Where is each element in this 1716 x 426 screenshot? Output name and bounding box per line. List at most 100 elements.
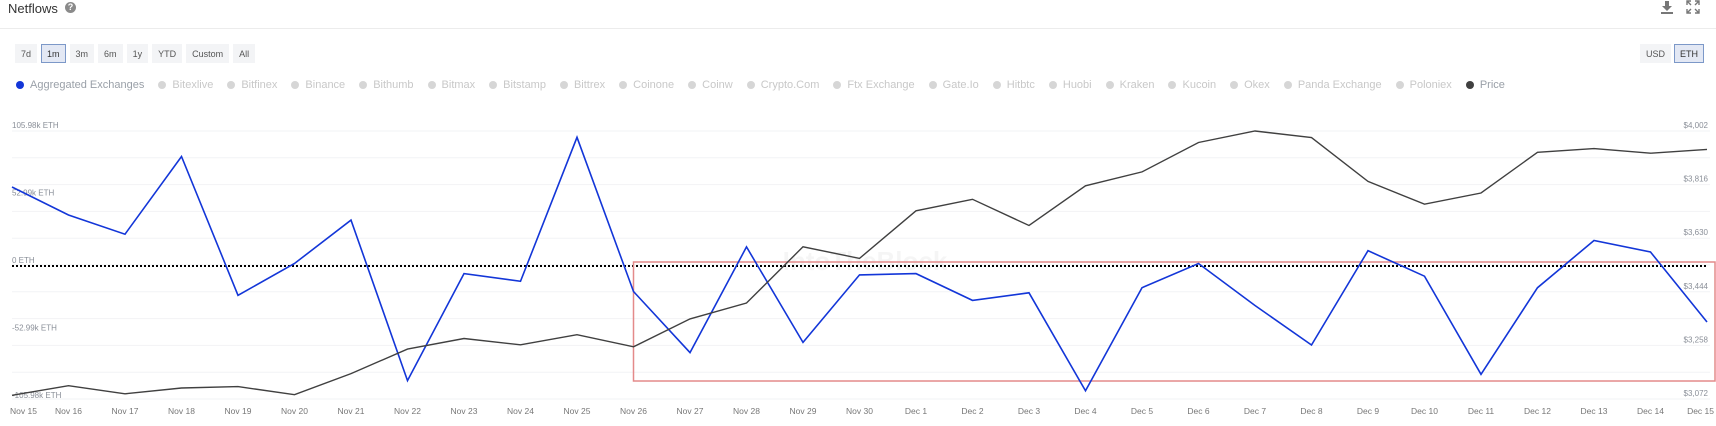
legend-dot-icon: [1168, 81, 1177, 89]
x-tick-label: Dec 2: [961, 406, 983, 416]
legend-label: Bittrex: [573, 79, 606, 91]
legend-item-binance[interactable]: Binance: [291, 79, 345, 91]
legend-label: Bitexlive: [172, 79, 214, 91]
x-tick-label: Dec 10: [1411, 406, 1438, 416]
legend-item-huobi[interactable]: Huobi: [1048, 79, 1092, 91]
legend-item-gate-io[interactable]: Gate.Io: [928, 79, 979, 91]
range-button-6m[interactable]: 6m: [98, 44, 123, 63]
legend-dot-icon: [227, 81, 236, 89]
legend-label: Gate.Io: [942, 79, 979, 91]
legend-dot-icon: [992, 81, 1001, 89]
y-right-tick: $3,258: [1684, 335, 1709, 344]
legend-label: Binance: [305, 79, 346, 91]
legend-dot-icon: [1105, 81, 1114, 89]
legend-item-okex[interactable]: Okex: [1230, 79, 1270, 91]
x-tick-label: Dec 1: [905, 406, 927, 416]
download-icon[interactable]: [1659, 0, 1675, 16]
legend-label: Crypto.Com: [760, 79, 820, 91]
legend-label: Poloniex: [1409, 79, 1452, 91]
range-button-custom[interactable]: Custom: [186, 44, 230, 63]
legend-label: Bitfinex: [241, 79, 278, 91]
x-tick-label: Dec 14: [1637, 406, 1664, 416]
legend-item-hitbtc[interactable]: Hitbtc: [992, 79, 1035, 91]
legend-item-bittrex[interactable]: Bittrex: [559, 79, 606, 91]
legend-item-poloniex[interactable]: Poloniex: [1395, 79, 1452, 91]
legend-item-bitfinex[interactable]: Bitfinex: [227, 79, 277, 91]
legend-item-kraken[interactable]: Kraken: [1105, 79, 1155, 91]
legend-label: Okex: [1244, 79, 1270, 91]
expand-icon[interactable]: [1685, 0, 1701, 16]
legend-dot-icon: [1395, 81, 1404, 89]
range-button-7d[interactable]: 7d: [15, 44, 38, 63]
x-tick-label: Dec 7: [1244, 406, 1266, 416]
x-tick-label: Dec 5: [1131, 406, 1153, 416]
range-button-ytd[interactable]: YTD: [152, 44, 183, 63]
legend-item-bitstamp[interactable]: Bitstamp: [489, 79, 546, 91]
y-right-tick: $3,072: [1684, 389, 1709, 398]
x-tick-label: Nov 20: [281, 406, 308, 416]
x-tick-label: Dec 3: [1018, 406, 1040, 416]
highlight-rectangle: [632, 261, 1716, 382]
legend-label: Price: [1479, 79, 1505, 91]
x-tick-label: Dec 9: [1357, 406, 1379, 416]
x-tick-label: Nov 24: [507, 406, 534, 416]
x-tick-label: Nov 15: [10, 406, 37, 416]
legend-dot-icon: [746, 81, 755, 89]
time-range-selector: 7d 1m 3m 6m 1y YTD Custom All: [15, 44, 256, 63]
legend-item-price[interactable]: Price: [1465, 79, 1505, 91]
legend-item-bitexlive[interactable]: Bitexlive: [158, 79, 213, 91]
legend-item-panda-exchange[interactable]: Panda Exchange: [1283, 79, 1382, 91]
x-tick-label: Nov 22: [394, 406, 421, 416]
legend-dot-icon: [359, 81, 368, 89]
legend-dot-icon: [158, 81, 167, 89]
series-line-aggregated-exchanges[interactable]: [11, 135, 1708, 393]
legend-item-ftx-exchange[interactable]: Ftx Exchange: [833, 79, 915, 91]
legend-dot-icon: [291, 81, 300, 89]
legend-dot-icon: [16, 81, 24, 89]
series-line-price[interactable]: [11, 130, 1708, 396]
legend-label: Coinw: [702, 79, 733, 91]
question-circle-icon[interactable]: ?: [65, 2, 76, 13]
legend-dot-icon: [427, 81, 436, 89]
legend-label: Hitbtc: [1006, 79, 1035, 91]
legend-dot-icon: [688, 81, 697, 89]
x-tick-label: Nov 26: [620, 406, 647, 416]
legend-item-aggregated-exchanges[interactable]: Aggregated Exchanges: [16, 79, 144, 91]
legend-item-bithumb[interactable]: Bithumb: [359, 79, 414, 91]
y-left-tick: 52.99k ETH: [12, 189, 54, 198]
netflows-chart: 105.98k ETH 52.99k ETH 0 ETH -52.99k ETH -10…: [10, 121, 1716, 416]
range-button-1y[interactable]: 1y: [126, 44, 149, 63]
y-right-tick: $3,816: [1684, 175, 1709, 184]
legend-label: Aggregated Exchanges: [30, 79, 145, 91]
legend-item-kucoin[interactable]: Kucoin: [1168, 79, 1216, 91]
legend-item-bitmax[interactable]: Bitmax: [427, 79, 475, 91]
legend-item-coinw[interactable]: Coinw: [688, 79, 733, 91]
x-tick-label: Dec 11: [1468, 406, 1495, 416]
x-tick-label: Nov 27: [677, 406, 704, 416]
unit-button-eth[interactable]: ETH: [1674, 44, 1704, 63]
x-tick-label: Dec 13: [1581, 406, 1608, 416]
legend-label: Bitstamp: [503, 79, 546, 91]
range-button-all[interactable]: All: [233, 44, 256, 63]
range-button-3m[interactable]: 3m: [69, 44, 95, 63]
y-right-tick: $3,630: [1684, 228, 1709, 237]
legend-label: Panda Exchange: [1297, 79, 1382, 91]
x-tick-label: Nov 25: [564, 406, 591, 416]
legend-label: Ftx Exchange: [847, 79, 915, 91]
legend-dot-icon: [619, 81, 628, 89]
legend-dot-icon: [1048, 81, 1057, 89]
y-left-tick: 0 ETH: [12, 256, 35, 265]
x-tick-label: Nov 30: [846, 406, 873, 416]
y-left-tick: -105.98k ETH: [12, 391, 62, 400]
legend-dot-icon: [1230, 81, 1239, 89]
range-button-1m[interactable]: 1m: [41, 44, 66, 63]
x-tick-label: Nov 29: [790, 406, 817, 416]
y-right-tick: $4,002: [1684, 121, 1709, 130]
legend-item-crypto-com[interactable]: Crypto.Com: [746, 79, 820, 91]
legend-item-coinone[interactable]: Coinone: [619, 79, 674, 91]
widget-header: Netflows ?: [0, 0, 1716, 29]
unit-button-usd[interactable]: USD: [1639, 44, 1671, 63]
x-tick-label: Nov 16: [55, 406, 82, 416]
legend-label: Kraken: [1119, 79, 1155, 91]
x-tick-label: Dec 12: [1524, 406, 1551, 416]
